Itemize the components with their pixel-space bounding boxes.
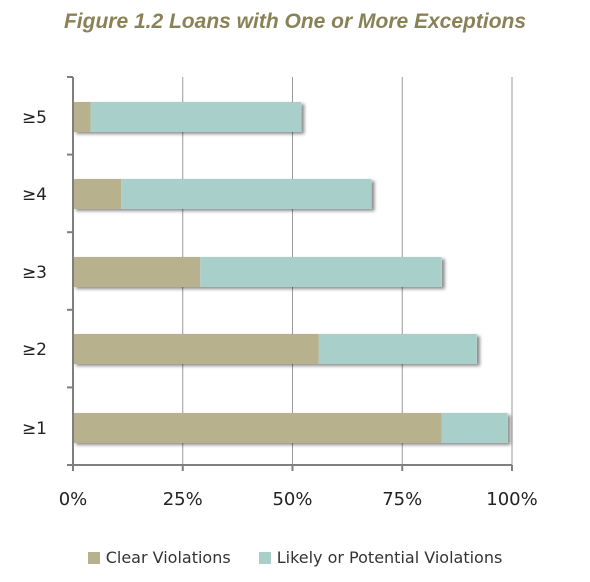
x-tick-label-1: 25%: [163, 489, 203, 510]
legend-item-likely-violations: Likely or Potential Violations: [258, 548, 503, 567]
category-label-3: ≥4: [22, 185, 47, 205]
bar-clear-2: [73, 257, 201, 287]
x-tick-label-3: 75%: [382, 489, 422, 510]
category-label-0: ≥1: [22, 419, 47, 439]
bar-likely-3: [121, 179, 372, 209]
category-label-4: ≥5: [22, 108, 47, 128]
chart-plot: 0% 25% 50% 75% 100% ≥1 ≥2 ≥3 ≥4 ≥5: [22, 76, 538, 510]
x-tick-label-0: 0%: [59, 489, 88, 510]
x-tick-label-4: 100%: [486, 489, 537, 510]
legend-item-clear-violations: Clear Violations: [87, 548, 231, 567]
bar-likely-0: [441, 413, 508, 443]
legend-swatch-clear-violations: [87, 551, 100, 564]
x-tick-label-2: 50%: [272, 489, 312, 510]
legend-swatch-likely-violations: [258, 551, 271, 564]
bar-clear-1: [73, 334, 319, 364]
legend-label-clear-violations: Clear Violations: [105, 548, 231, 567]
chart-title: Figure 1.2 Loans with One or More Except…: [63, 10, 527, 33]
bar-likely-4: [90, 102, 302, 132]
bar-clear-3: [73, 179, 122, 209]
category-label-1: ≥2: [22, 340, 47, 360]
bar-likely-1: [318, 334, 477, 364]
bar-likely-2: [200, 257, 442, 287]
chart-legend: Clear Violations Likely or Potential Vio…: [0, 548, 590, 567]
bar-clear-4: [73, 102, 91, 132]
legend-label-likely-violations: Likely or Potential Violations: [276, 548, 503, 567]
bar-clear-0: [73, 413, 442, 443]
category-label-2: ≥3: [22, 263, 47, 283]
